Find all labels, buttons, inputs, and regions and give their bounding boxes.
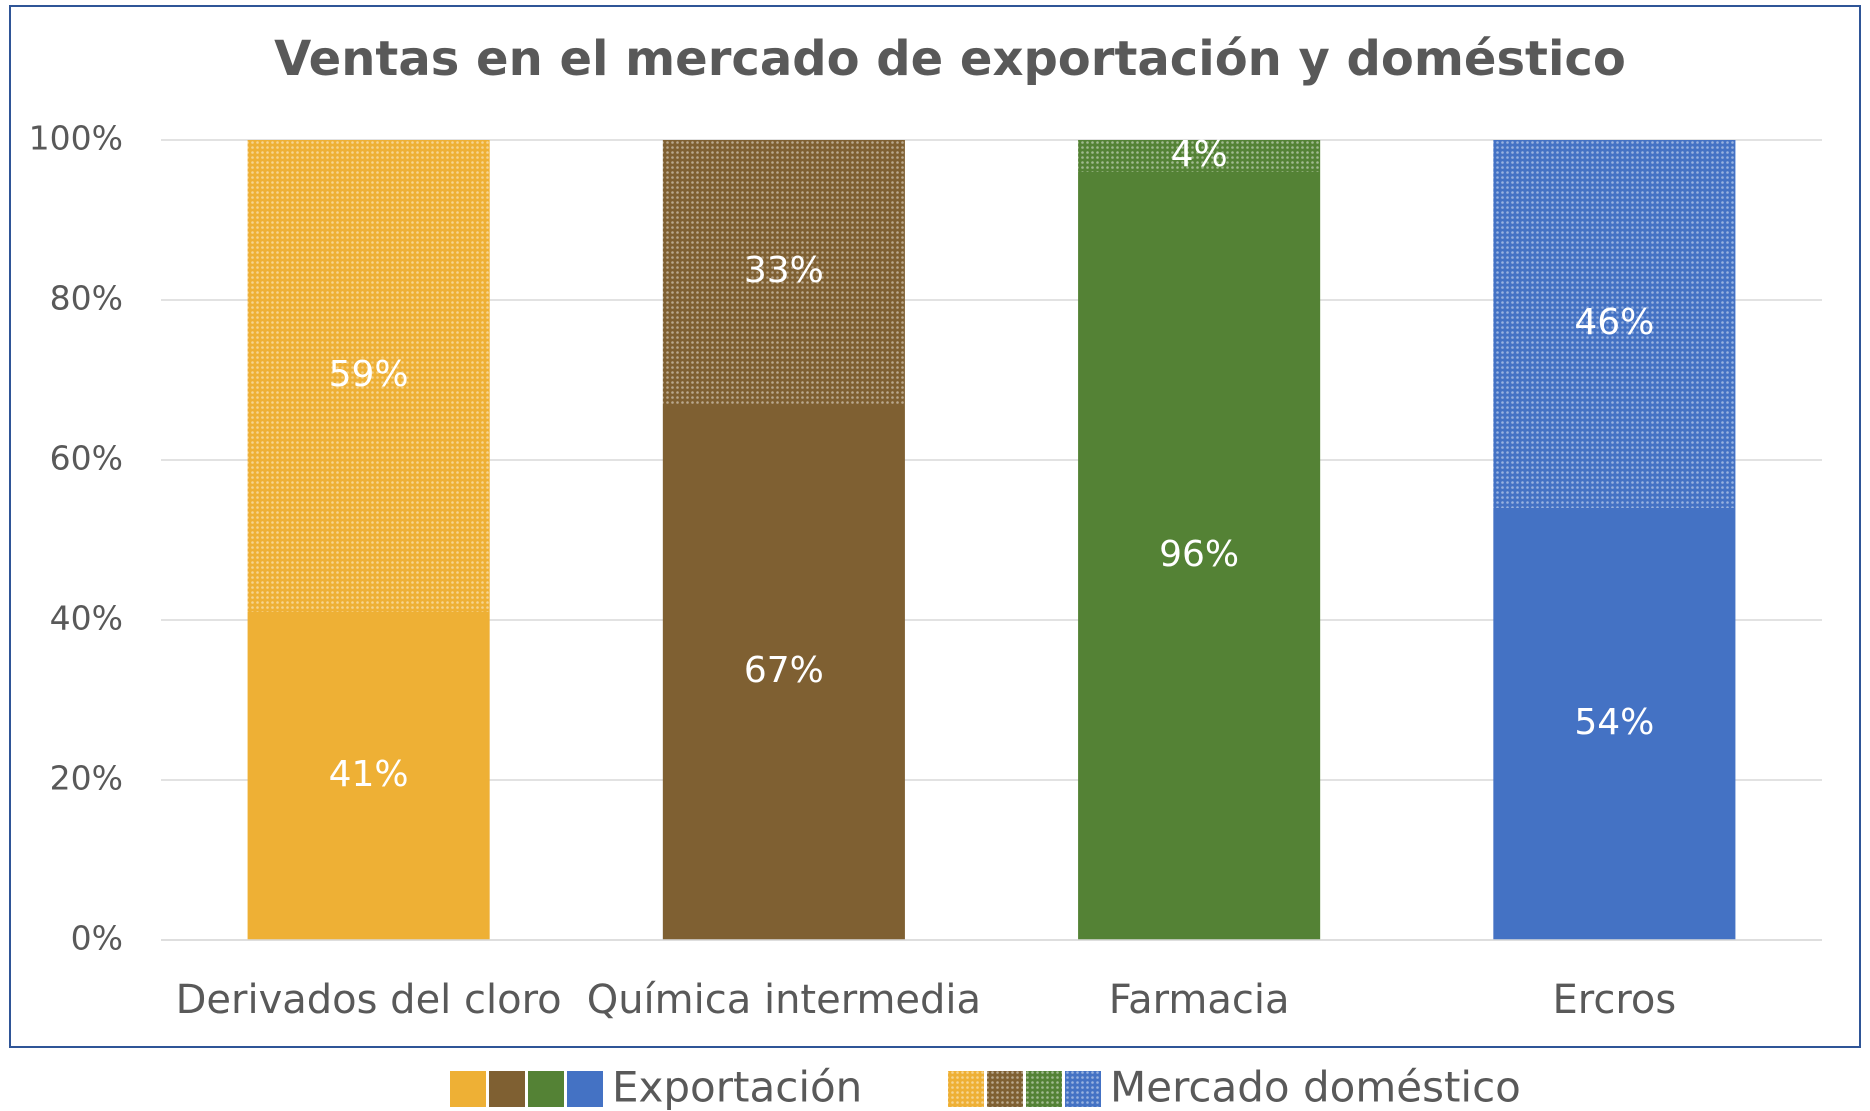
legend-swatch [1065, 1071, 1101, 1107]
x-tick-label: Derivados del cloro [176, 977, 562, 1023]
data-label: 54% [1574, 702, 1654, 743]
legend-swatch [489, 1071, 525, 1107]
bar-segment [247, 140, 490, 612]
chart-title: Ventas en el mercado de exportación y do… [274, 31, 1626, 87]
bar-segment [1493, 140, 1736, 508]
y-tick-label: 20% [50, 759, 123, 798]
y-tick-label: 80% [50, 279, 123, 318]
legend-swatch [1026, 1071, 1062, 1107]
y-tick-label: 0% [71, 919, 123, 958]
legend-swatch [450, 1071, 486, 1107]
y-tick-label: 100% [29, 119, 123, 158]
bar-segment [1493, 508, 1736, 940]
data-label: 96% [1159, 534, 1239, 575]
legend-label: Exportación [612, 1063, 862, 1111]
legend-swatch [528, 1071, 564, 1107]
legend-swatch [948, 1071, 984, 1107]
data-label: 59% [329, 354, 409, 395]
data-label: 41% [329, 754, 409, 795]
bar-segment [247, 612, 490, 940]
legend-swatch [987, 1071, 1023, 1107]
y-tick-label: 40% [50, 599, 123, 638]
data-label: 4% [1171, 134, 1228, 175]
data-label: 46% [1574, 302, 1654, 343]
bar-segment [1078, 172, 1321, 940]
bar-segment [1078, 140, 1321, 172]
data-label: 67% [744, 650, 824, 691]
x-tick-label: Química intermedia [587, 977, 981, 1023]
data-label: 33% [744, 250, 824, 291]
bar-segment [662, 140, 905, 404]
y-tick-label: 60% [50, 439, 123, 478]
legend-swatch [567, 1071, 603, 1107]
legend-label: Mercado doméstico [1110, 1063, 1521, 1111]
x-tick-label: Ercros [1553, 977, 1677, 1023]
x-tick-label: Farmacia [1109, 977, 1290, 1023]
bar-segment [662, 404, 905, 940]
